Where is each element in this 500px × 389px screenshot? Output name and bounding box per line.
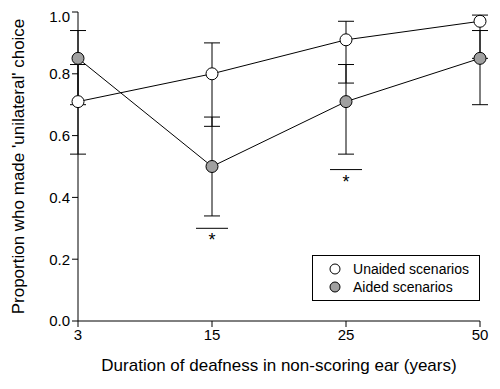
svg-text:0.6: 0.6 — [49, 127, 70, 144]
svg-text:0.2: 0.2 — [49, 251, 70, 268]
svg-text:1.0: 1.0 — [49, 8, 70, 25]
svg-text:*: * — [342, 172, 349, 192]
html-text:Unaided scenarios: Unaided scenarios — [353, 261, 469, 277]
svg-text:Proportion who made 'unilatera: Proportion who made 'unilateral' choice — [9, 19, 28, 315]
svg-text:3: 3 — [74, 326, 82, 343]
svg-text:15: 15 — [204, 326, 221, 343]
svg-text:0.4: 0.4 — [49, 189, 70, 206]
svg-text:*: * — [208, 230, 215, 250]
svg-text:0.0: 0.0 — [49, 312, 70, 329]
html-text:Aided scenarios: Aided scenarios — [353, 279, 453, 295]
svg-text:50: 50 — [472, 326, 489, 343]
svg-text:0.8: 0.8 — [49, 65, 70, 82]
svg-text:Duration of deafness in non-sc: Duration of deafness in non-scoring ear … — [101, 356, 456, 375]
svg-text:25: 25 — [338, 326, 355, 343]
